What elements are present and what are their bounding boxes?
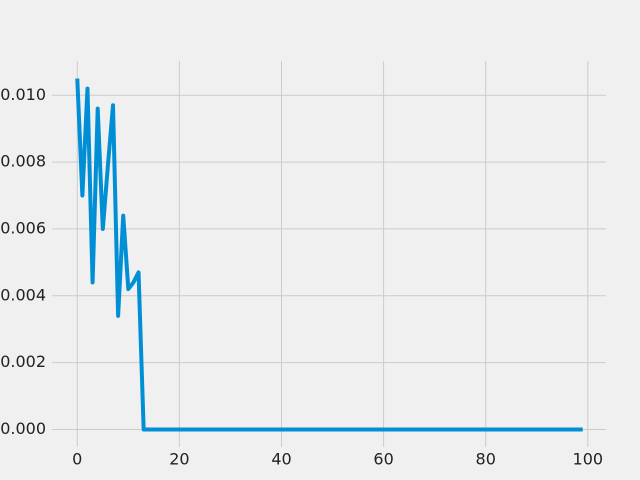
y-tick-label: 0.002 [0, 352, 46, 371]
x-tick-label: 40 [271, 450, 291, 469]
x-axis-label: Relative Time [277, 478, 386, 480]
x-tick-label: 20 [169, 450, 189, 469]
x-tick-label: 0 [72, 450, 82, 469]
line [75, 78, 583, 432]
x-tick-label: 80 [476, 450, 496, 469]
y-tick-label: 0.004 [0, 285, 46, 304]
y-tick-label: 0.006 [0, 218, 46, 237]
y-tick-label: 0.010 [0, 85, 46, 104]
y-tick-label: 0.000 [0, 419, 46, 438]
x-tick-label: 100 [573, 450, 604, 469]
x-tick-label: 60 [373, 450, 393, 469]
y-tick-label: 0.008 [0, 152, 46, 171]
